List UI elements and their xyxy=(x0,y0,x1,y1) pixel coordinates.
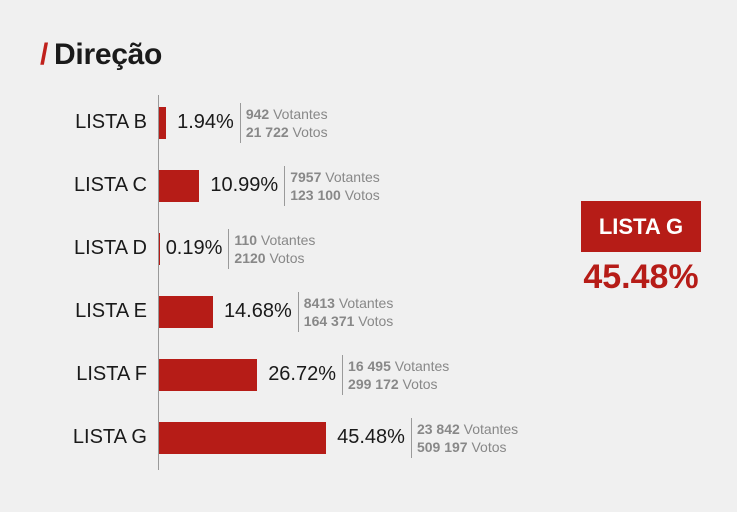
category-label: LISTA B xyxy=(75,111,147,133)
votos-count: 509 197 xyxy=(416,439,468,455)
bar xyxy=(159,170,200,202)
votantes-count: 16 495 xyxy=(348,358,391,374)
value-label: 0.19% xyxy=(165,237,223,259)
detail-separator xyxy=(228,229,230,269)
votantes-count: 110 xyxy=(234,232,257,248)
votos-line: 509 197 Votos xyxy=(416,439,507,455)
category-label: LISTA E xyxy=(75,300,147,322)
title-text: Direção xyxy=(54,38,163,71)
vote-details: 8413 Votantes 164 371 Votos xyxy=(304,294,394,330)
category-label: LISTA C xyxy=(74,174,147,196)
value-label: 26.72% xyxy=(268,363,337,385)
title-slash: / xyxy=(40,38,49,71)
bar-row: LISTA B 1.94% 942 Votantes 21 722 Votos xyxy=(0,103,737,143)
detail-separator xyxy=(410,418,412,458)
votos-line: 2120 Votos xyxy=(234,250,305,266)
vote-details: 7957 Votantes 123 100 Votos xyxy=(290,168,380,204)
value-label: 1.94% xyxy=(177,111,234,133)
winner-badge: LISTA G xyxy=(581,201,701,252)
detail-separator xyxy=(342,355,344,395)
value-label: 10.99% xyxy=(210,174,279,196)
votantes-line: 942 Votantes xyxy=(245,106,328,122)
votantes-line: 16 495 Votantes xyxy=(348,358,450,374)
vote-details: 942 Votantes 21 722 Votos xyxy=(246,105,328,141)
detail-separator xyxy=(297,292,299,332)
bar-row: LISTA C 10.99% 7957 Votantes 123 100 Votos xyxy=(0,166,737,206)
votos-line: 21 722 Votos xyxy=(245,124,328,140)
value-label: 45.48% xyxy=(337,426,405,448)
votantes-line: 8413 Votantes xyxy=(303,295,394,311)
votos-count: 123 100 xyxy=(290,187,341,203)
votantes-count: 8413 xyxy=(303,295,335,311)
bar-row: LISTA E 14.68% 8413 Votantes 164 371 Votos xyxy=(0,292,737,332)
votantes-line: 110 Votantes xyxy=(234,232,316,248)
vote-details: 110 Votantes 2120 Votos xyxy=(234,231,315,267)
votantes-count: 23 842 xyxy=(416,421,460,437)
winner-percentage: 45.48% xyxy=(583,258,699,296)
vote-details: 16 495 Votantes 299 172 Votos xyxy=(348,357,449,393)
vote-details: 23 842 Votantes 509 197 Votos xyxy=(417,420,518,456)
votos-count: 299 172 xyxy=(348,376,399,392)
votos-line: 164 371 Votos xyxy=(303,313,394,329)
bar xyxy=(159,233,160,265)
detail-separator xyxy=(239,103,241,143)
bar xyxy=(159,107,167,139)
value-label: 14.68% xyxy=(223,300,292,322)
votos-line: 299 172 Votos xyxy=(348,376,438,392)
votantes-count: 942 xyxy=(245,106,270,122)
bar-row: LISTA F 26.72% 16 495 Votantes 299 172 Voto… xyxy=(0,355,737,395)
bar-row: LISTA D 0.19% 110 Votantes 2120 Votos xyxy=(0,229,737,269)
bar xyxy=(159,296,213,328)
bar-row: LISTA G 45.48% 23 842 Votantes 509 197 Voto… xyxy=(0,418,737,458)
bar xyxy=(159,422,327,454)
votantes-count: 7957 xyxy=(290,169,322,185)
y-axis-line xyxy=(158,95,159,470)
category-label: LISTA G xyxy=(72,426,147,448)
detail-separator xyxy=(284,166,286,206)
votos-count: 164 371 xyxy=(303,313,355,329)
category-label: LISTA F xyxy=(76,363,147,385)
bar xyxy=(159,359,258,391)
category-label: LISTA D xyxy=(74,237,147,259)
votos-count: 2120 xyxy=(234,250,266,266)
votos-count: 21 722 xyxy=(245,124,289,140)
votantes-line: 7957 Votantes xyxy=(290,169,380,185)
votantes-line: 23 842 Votantes xyxy=(416,421,519,437)
votos-line: 123 100 Votos xyxy=(290,187,380,203)
chart-title: / Direção xyxy=(40,38,162,72)
